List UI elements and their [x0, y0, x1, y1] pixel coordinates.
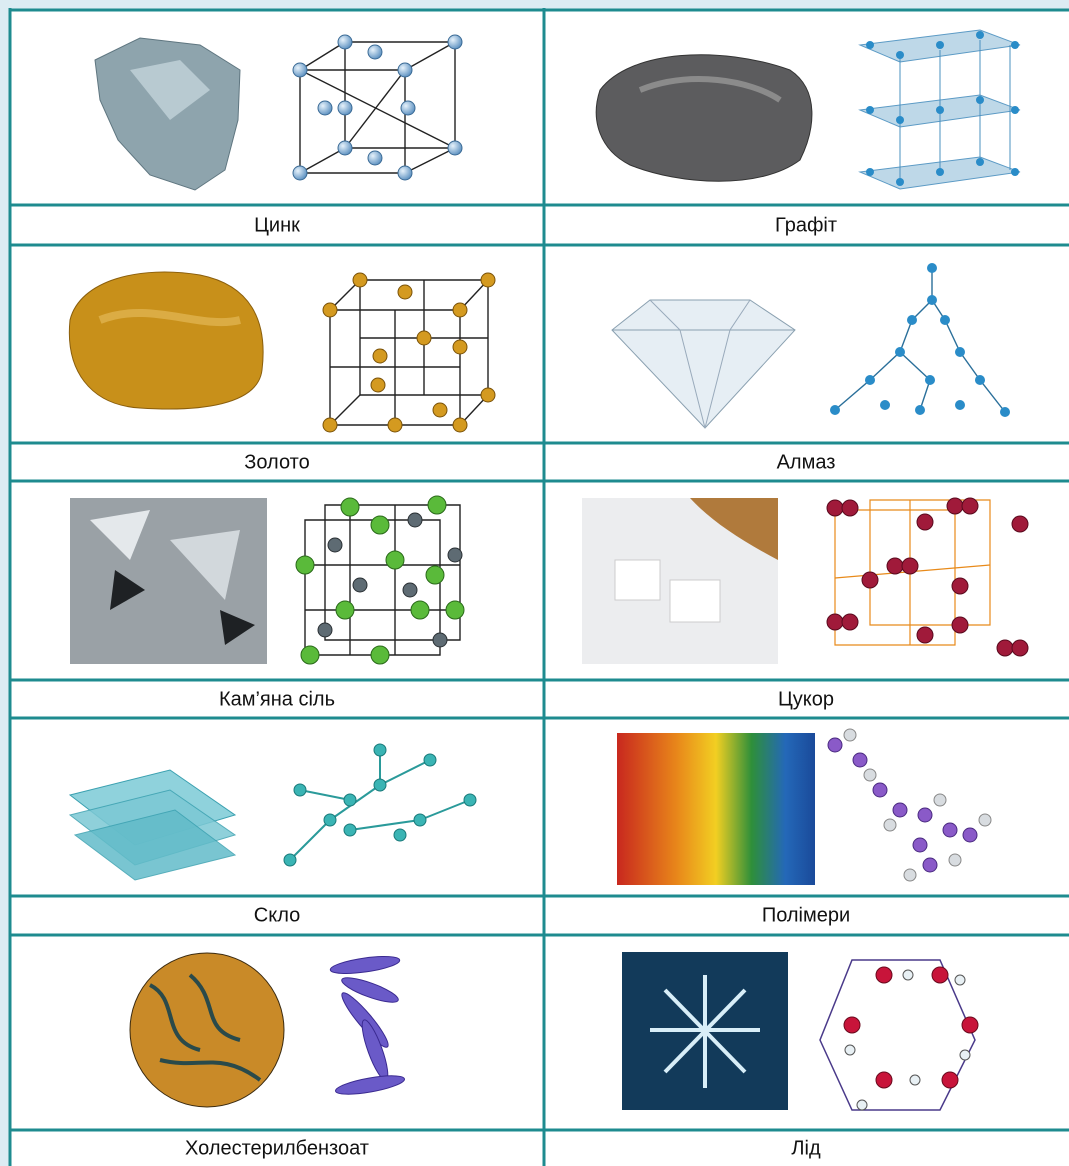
substance-label: Холестерилбензоат	[185, 1137, 369, 1159]
substance-label: Алмаз	[777, 451, 836, 473]
rock-salt-image	[70, 495, 465, 665]
gold-image	[68, 271, 496, 433]
substance-label: Золото	[244, 451, 309, 473]
glass-image	[68, 743, 477, 881]
graphite-image	[595, 29, 1021, 190]
sugar-image	[582, 497, 1029, 664]
table-grid	[8, 8, 1069, 1166]
substance-label: Кам’яна сіль	[219, 688, 335, 710]
cholesteryl-benzoate-image	[129, 952, 405, 1108]
substance-label: Полімери	[762, 904, 850, 926]
polymers-image	[617, 728, 992, 885]
ice-image	[622, 952, 979, 1111]
substance-label: Цукор	[778, 688, 834, 710]
substance-label: Скло	[254, 904, 300, 926]
substance-label: Цинк	[254, 214, 300, 236]
zinc-image	[94, 34, 463, 191]
substance-label: Лід	[791, 1137, 821, 1159]
substance-label: Графіт	[775, 214, 837, 236]
diamond-image	[611, 263, 1010, 429]
